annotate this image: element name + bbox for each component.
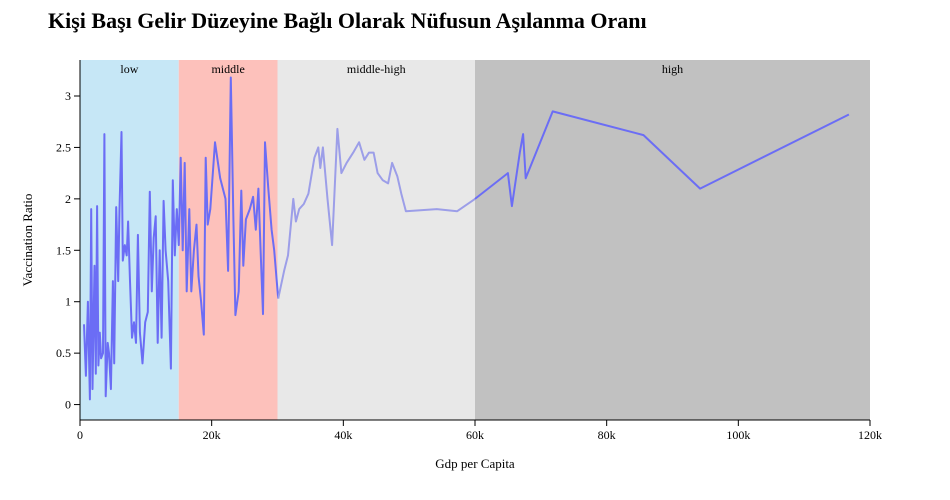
y-tick: 1 xyxy=(65,295,80,309)
y-tick-label: 2.5 xyxy=(56,140,71,154)
series-line-segment xyxy=(277,127,476,299)
x-tick-label: 80k xyxy=(598,428,616,442)
band-high xyxy=(475,60,870,420)
y-tick-label: 2 xyxy=(65,192,71,206)
income-bands xyxy=(80,60,870,420)
y-tick: 2 xyxy=(65,192,80,206)
x-tick: 40k xyxy=(334,420,352,442)
x-axis: 0 20k 40k 60k 80k 100k 120k xyxy=(77,419,882,442)
y-tick-label: 1 xyxy=(65,295,71,309)
y-tick-label: 3 xyxy=(65,89,71,103)
x-tick: 80k xyxy=(598,420,616,442)
x-tick-label: 120k xyxy=(858,428,882,442)
y-tick-label: 0.5 xyxy=(56,346,71,360)
x-tick: 100k xyxy=(726,420,750,442)
band-label-low: low xyxy=(120,62,138,76)
series-line-segment xyxy=(83,76,280,401)
x-tick-label: 20k xyxy=(203,428,221,442)
x-tick-label: 60k xyxy=(466,428,484,442)
y-tick: 0.5 xyxy=(56,346,80,360)
x-tick: 20k xyxy=(203,420,221,442)
y-axis-label: Vaccination Ratio xyxy=(20,194,35,287)
band-label-high: high xyxy=(662,62,683,76)
x-axis-label: Gdp per Capita xyxy=(435,456,515,471)
income-band-labels: low middle middle-high high xyxy=(120,62,683,76)
x-tick-label: 40k xyxy=(334,428,352,442)
band-label-middle-high: middle-high xyxy=(347,62,406,76)
x-tick: 0 xyxy=(77,420,83,442)
y-tick: 1.5 xyxy=(56,243,80,257)
chart-title: Kişi Başı Gelir Düzeyine Bağlı Olarak Nü… xyxy=(48,8,647,33)
x-tick: 120k xyxy=(858,420,882,442)
series-line-segment xyxy=(474,110,850,208)
series-lines xyxy=(83,76,850,401)
band-middle-high xyxy=(277,60,475,420)
band-label-middle: middle xyxy=(211,62,244,76)
x-tick-label: 100k xyxy=(726,428,750,442)
y-tick-label: 0 xyxy=(65,398,71,412)
y-tick: 2.5 xyxy=(56,140,80,154)
x-tick: 60k xyxy=(466,420,484,442)
y-tick: 0 xyxy=(65,398,80,412)
x-tick-label: 0 xyxy=(77,428,83,442)
y-axis: 0 0.5 1 1.5 2 2.5 3 xyxy=(56,60,81,420)
y-tick: 3 xyxy=(65,89,80,103)
y-tick-label: 1.5 xyxy=(56,243,71,257)
